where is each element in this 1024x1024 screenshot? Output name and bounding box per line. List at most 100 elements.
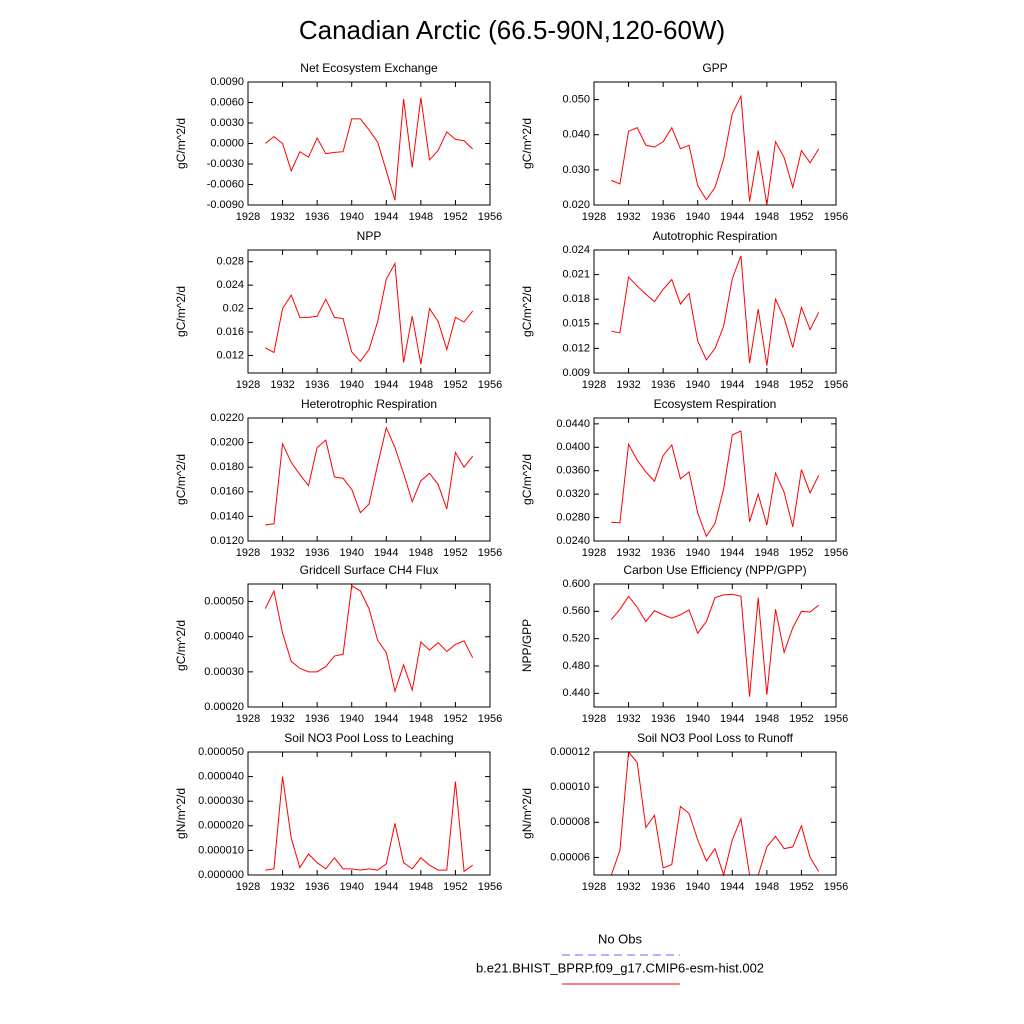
x-tick-label: 1948 — [409, 211, 433, 223]
plot-frame — [593, 417, 837, 542]
y-tick-label: 0.012 — [216, 349, 244, 361]
y-tick-label: 0.030 — [562, 164, 590, 176]
x-tick-label: 1940 — [339, 547, 363, 559]
x-tick-label: 1932 — [616, 547, 640, 559]
x-tick-label: 1944 — [374, 547, 398, 559]
y-tick-label: 0.0280 — [556, 511, 590, 523]
x-tick-label: 1956 — [824, 211, 848, 223]
x-tick-label: 1940 — [339, 211, 363, 223]
x-tick-label: 1944 — [720, 211, 744, 223]
x-tick-label: 1936 — [651, 547, 675, 559]
x-tick-label: 1948 — [755, 713, 779, 725]
y-tick-label: 0.560 — [562, 605, 590, 617]
y-tick-label: 0.0060 — [210, 96, 244, 108]
y-tick-label: 0.0440 — [556, 418, 590, 430]
plot-frame — [593, 81, 837, 206]
x-tick-label: 1952 — [789, 211, 813, 223]
plot-frame — [247, 583, 491, 708]
y-axis-label: gC/m^2/d — [174, 620, 188, 671]
x-tick-label: 1944 — [374, 713, 398, 725]
x-tick-label: 1956 — [824, 881, 848, 893]
y-tick-label: 0.00040 — [204, 631, 244, 643]
plot-frame — [593, 583, 837, 708]
panel: Soil NO3 Pool Loss to Runoff gN/m^2/d 1928… — [520, 731, 848, 893]
x-tick-label: 1952 — [443, 379, 467, 391]
y-tick-label: 0.021 — [562, 269, 590, 281]
data-line — [611, 94, 820, 206]
y-tick-label: 0.00008 — [550, 816, 590, 828]
x-tick-label: 1940 — [339, 379, 363, 391]
x-tick-label: 1936 — [305, 379, 329, 391]
panel-title: Heterotrophic Respiration — [301, 397, 437, 411]
x-tick-label: 1944 — [374, 211, 398, 223]
x-tick-label: 1948 — [409, 881, 433, 893]
x-tick-label: 1932 — [616, 881, 640, 893]
y-tick-label: 0.00012 — [550, 746, 590, 758]
panel: GPP gC/m^2/d 1928 1932 1936 1940 1944 1948 1952 1… — [520, 61, 848, 223]
x-tick-label: 1936 — [305, 881, 329, 893]
y-tick-label: 0.520 — [562, 633, 590, 645]
y-tick-label: 0.00006 — [550, 851, 590, 863]
y-tick-label: 0.000050 — [198, 746, 244, 758]
x-tick-label: 1928 — [582, 547, 606, 559]
x-tick-label: 1928 — [236, 379, 260, 391]
plot-frame — [593, 249, 837, 374]
y-axis-label: gC/m^2/d — [520, 286, 534, 337]
x-tick-label: 1944 — [374, 379, 398, 391]
x-tick-label: 1928 — [582, 881, 606, 893]
data-line — [264, 97, 474, 201]
y-axis-label: gC/m^2/d — [174, 286, 188, 337]
y-tick-label: 0.028 — [216, 256, 244, 268]
x-tick-label: 1936 — [651, 881, 675, 893]
x-tick-label: 1944 — [720, 881, 744, 893]
panel: Gridcell Surface CH4 Flux gC/m^2/d 1928 193… — [174, 563, 502, 725]
y-tick-label: 0.480 — [562, 660, 590, 672]
y-axis-label: gC/m^2/d — [520, 454, 534, 505]
x-tick-label: 1936 — [651, 713, 675, 725]
y-tick-label: -0.0060 — [207, 178, 244, 190]
y-tick-label: 0.0220 — [210, 412, 244, 424]
figure-title: Canadian Arctic (66.5-90N,120-60W) — [299, 15, 725, 45]
y-tick-label: 0.0200 — [210, 437, 244, 449]
x-tick-label: 1952 — [443, 211, 467, 223]
y-tick-label: 0.000030 — [198, 795, 244, 807]
x-tick-label: 1940 — [685, 881, 709, 893]
y-tick-label: 0.000010 — [198, 844, 244, 856]
panel: Soil NO3 Pool Loss to Leaching gN/m^2/d 19… — [174, 731, 502, 893]
x-tick-label: 1936 — [651, 211, 675, 223]
y-tick-label: 0.009 — [562, 367, 590, 379]
x-tick-label: 1956 — [824, 379, 848, 391]
y-tick-label: 0.000040 — [198, 771, 244, 783]
plot-frame — [247, 81, 491, 206]
x-tick-label: 1940 — [685, 211, 709, 223]
y-tick-label: 0.0240 — [556, 535, 590, 547]
x-tick-label: 1940 — [685, 713, 709, 725]
y-tick-label: 0.015 — [562, 318, 590, 330]
x-tick-label: 1928 — [582, 713, 606, 725]
y-tick-label: 0.016 — [216, 326, 244, 338]
x-tick-label: 1936 — [305, 713, 329, 725]
y-tick-label: -0.0090 — [207, 199, 244, 211]
y-tick-label: 0.0160 — [210, 486, 244, 498]
y-tick-label: 0.0320 — [556, 488, 590, 500]
y-tick-label: 0.0000 — [210, 137, 244, 149]
x-tick-label: 1952 — [789, 881, 813, 893]
y-tick-label: 0.0360 — [556, 465, 590, 477]
x-tick-label: 1928 — [236, 713, 260, 725]
y-tick-label: 0.600 — [562, 578, 590, 590]
x-tick-label: 1952 — [443, 547, 467, 559]
panel-title: Gridcell Surface CH4 Flux — [300, 563, 439, 577]
data-line — [611, 430, 820, 538]
x-tick-label: 1932 — [616, 713, 640, 725]
data-line — [610, 750, 820, 877]
y-tick-label: -0.0030 — [207, 158, 244, 170]
data-line — [264, 584, 474, 694]
plot-frame — [247, 751, 491, 876]
x-tick-label: 1932 — [270, 547, 294, 559]
x-tick-label: 1936 — [305, 547, 329, 559]
y-tick-label: 0.000020 — [198, 820, 244, 832]
x-tick-label: 1928 — [236, 547, 260, 559]
x-tick-label: 1928 — [236, 881, 260, 893]
